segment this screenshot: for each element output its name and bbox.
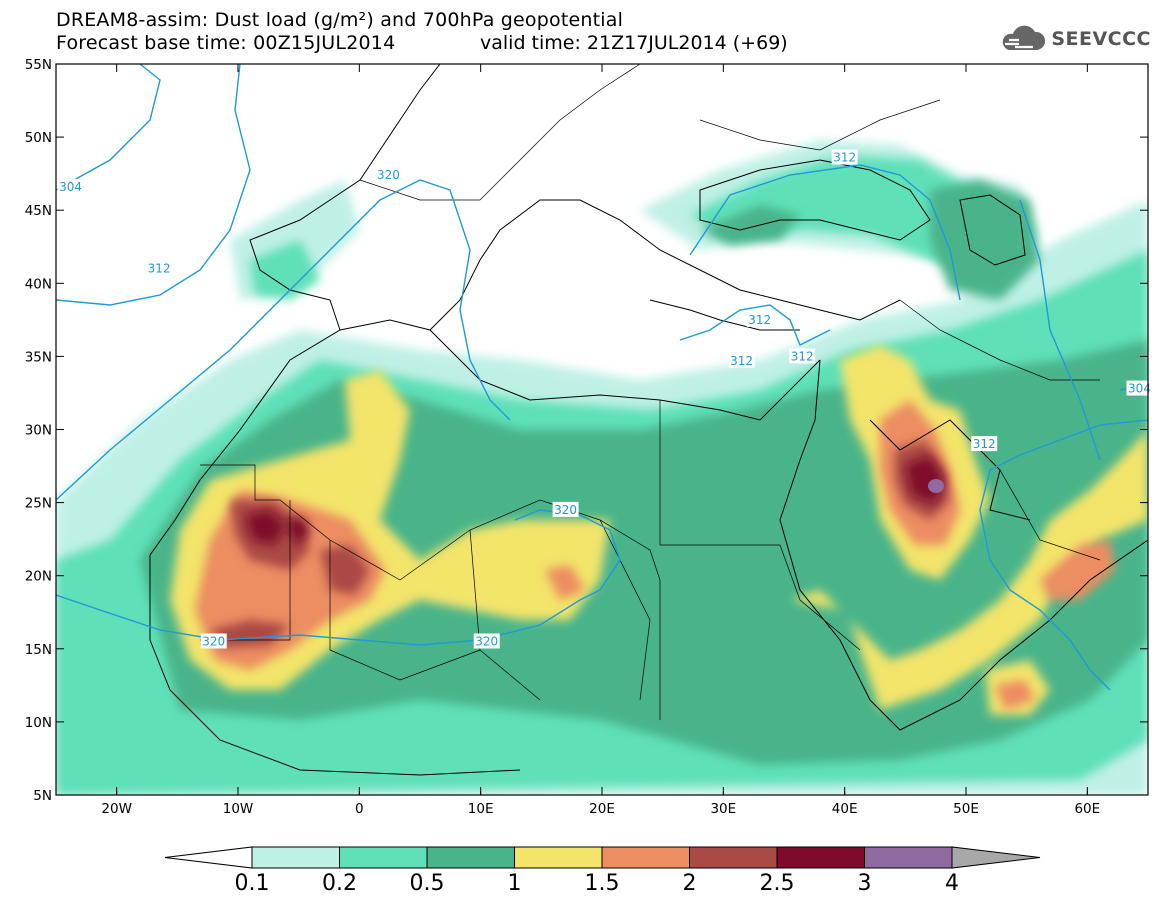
lat-tick-label: 30N	[25, 423, 52, 439]
lon-tick-label: 10W	[223, 801, 254, 817]
logo-text: SEEVCCC	[1051, 28, 1151, 50]
logo: SEEVCCC	[997, 24, 1151, 54]
contour-label: 320	[200, 633, 227, 649]
svg-text:312: 312	[748, 313, 771, 327]
contour-label: 320	[473, 633, 500, 649]
lat-tick-label: 15N	[25, 642, 52, 658]
lon-tick-label: 0	[355, 801, 364, 817]
colorbar-segment	[601, 846, 690, 869]
forecast-base-time: Forecast base time: 00Z15JUL2014	[56, 32, 396, 54]
contour-label: 320	[552, 501, 579, 517]
svg-text:304: 304	[59, 180, 82, 194]
svg-text:312: 312	[973, 437, 996, 451]
contour-label: 312	[746, 311, 773, 327]
colorbar-label: 1	[508, 871, 522, 896]
colorbar-label: 3	[858, 871, 872, 896]
svg-text:320: 320	[377, 168, 400, 182]
colorbar-label: 2.5	[760, 871, 795, 896]
lat-tick-label: 40N	[25, 276, 52, 292]
contour-label: 304	[1126, 380, 1153, 396]
lat-tick-label: 5N	[33, 788, 52, 804]
contour-label: 320	[375, 167, 402, 183]
svg-text:304: 304	[1128, 382, 1151, 396]
colorbar: 0.1 0.2 0.5 1 1.5 2 2.5 3 4	[164, 846, 1041, 896]
svg-text:320: 320	[554, 503, 577, 517]
lat-tick-label: 35N	[25, 349, 52, 365]
lon-tick-label: 40E	[832, 801, 858, 817]
contour-label: 312	[789, 348, 816, 364]
contour-label: 304	[57, 178, 84, 194]
svg-text:312: 312	[148, 262, 171, 276]
lat-tick-label: 50N	[25, 130, 52, 146]
dust-field	[56, 64, 1148, 795]
contour-label: 312	[831, 149, 858, 165]
contour-label: 312	[971, 436, 998, 452]
lat-tick-label: 25N	[25, 496, 52, 512]
colorbar-segment	[251, 846, 340, 869]
colorbar-label: 0.1	[235, 871, 270, 896]
lon-tick-label: 30E	[710, 801, 736, 817]
lat-tick-label: 55N	[25, 57, 52, 73]
lat-tick-label: 45N	[25, 203, 52, 219]
colorbar-over-arrow	[951, 846, 1041, 869]
contour-label: 312	[146, 260, 173, 276]
colorbar-segment	[426, 846, 515, 869]
svg-text:312: 312	[833, 151, 856, 165]
lon-tick-label: 20E	[589, 801, 615, 817]
axis-ticks: 20W 10W 0 10E 20E 30E 40E 50E 60E 55N 50N 45N 40N 35N…	[25, 57, 1148, 817]
svg-text:312: 312	[730, 354, 753, 368]
lat-tick-label: 20N	[25, 569, 52, 585]
colorbar-segment	[514, 846, 603, 869]
lat-tick-label: 10N	[25, 715, 52, 731]
colorbar-label: 1.5	[585, 871, 620, 896]
map-title: DREAM8-assim: Dust load (g/m²) and 700hP…	[56, 9, 624, 31]
lon-tick-label: 20W	[101, 801, 132, 817]
lon-tick-label: 50E	[953, 801, 979, 817]
svg-text:320: 320	[475, 634, 498, 648]
colorbar-label: 0.2	[322, 871, 357, 896]
lon-tick-label: 60E	[1074, 801, 1100, 817]
svg-text:312: 312	[791, 349, 814, 363]
contour-labels: 304 312 320 312 312 312 312 312 304 320 320 320	[57, 149, 1153, 649]
lon-tick-label: 10E	[468, 801, 494, 817]
colorbar-segment	[689, 846, 778, 869]
colorbar-label: 0.5	[410, 871, 445, 896]
colorbar-segment	[776, 846, 865, 869]
svg-text:320: 320	[202, 634, 225, 648]
geopotential-contours	[56, 64, 1148, 691]
cloud-icon	[1003, 25, 1046, 50]
colorbar-under-arrow	[164, 846, 253, 869]
valid-time: valid time: 21Z17JUL2014 (+69)	[480, 32, 788, 54]
colorbar-segment	[864, 846, 953, 869]
colorbar-label: 2	[683, 871, 697, 896]
colorbar-segment	[339, 846, 428, 869]
colorbar-label: 4	[945, 871, 959, 896]
contour-label: 312	[728, 352, 755, 368]
